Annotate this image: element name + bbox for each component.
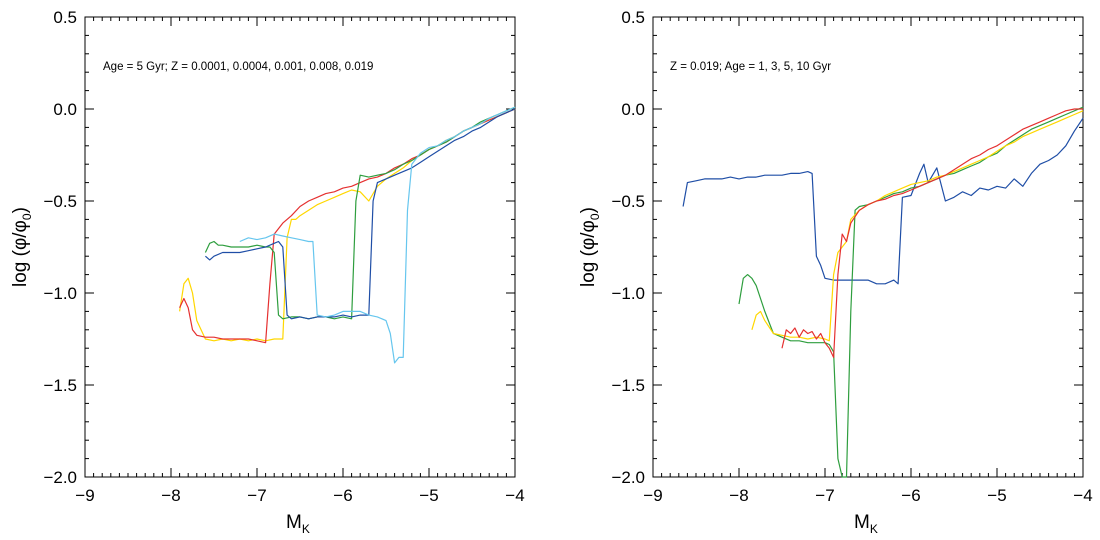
right-series-age-1-gyr-line bbox=[682, 117, 1084, 285]
left-series-layer bbox=[179, 106, 516, 364]
left-x-tick-label: −8 bbox=[161, 486, 180, 505]
left-annotation: Age = 5 Gyr; Z = 0.0001, 0.0004, 0.001, … bbox=[103, 61, 373, 73]
right-y-axis-title-main: log (φ/φ bbox=[578, 220, 599, 287]
left-y-axis-title: log (φ/φ0) bbox=[10, 207, 34, 287]
left-x-tick-label: −5 bbox=[419, 486, 438, 505]
right-series-layer bbox=[682, 106, 1084, 478]
right-y-tick-label: −0.5 bbox=[611, 192, 645, 211]
left-plot-frame bbox=[84, 16, 516, 478]
right-minor-ticks bbox=[652, 16, 1084, 478]
right-x-tick-label: −6 bbox=[901, 486, 920, 505]
right-y-axis-title-end: ) bbox=[578, 207, 599, 213]
left-series-z-0.0001-line bbox=[179, 108, 516, 342]
left-x-axis-title: MK bbox=[286, 512, 310, 536]
left-y-axis-title-sub: 0 bbox=[20, 213, 34, 220]
left-y-tick-label: 0.0 bbox=[53, 100, 77, 119]
right-x-axis-title: MK bbox=[854, 512, 878, 536]
left-x-tick-label: −9 bbox=[75, 486, 94, 505]
left-y-tick-label: 0.5 bbox=[53, 8, 77, 27]
left-series-z-0.001-line bbox=[204, 106, 516, 320]
left-y-tick-label: −1.0 bbox=[43, 284, 77, 303]
right-x-tick-label: −5 bbox=[987, 486, 1006, 505]
right-x-tick-labels: −9 −8 −7 −6 −5 −4 bbox=[643, 486, 1092, 505]
left-series-z-0.0004-line bbox=[179, 108, 516, 344]
left-panel: −9 −8 −7 −6 −5 −4 −2.0 −1.5 −1.0 −0.5 0.0 0.5 Age … bbox=[10, 8, 525, 536]
right-y-tick-label: 0.0 bbox=[621, 100, 645, 119]
right-x-tick-label: −8 bbox=[729, 486, 748, 505]
left-y-tick-labels: −2.0 −1.5 −1.0 −0.5 0.0 0.5 bbox=[43, 8, 77, 487]
right-y-axis-title: log (φ/φ0) bbox=[578, 207, 602, 287]
right-x-tick-label: −7 bbox=[815, 486, 834, 505]
left-x-tick-label: −4 bbox=[505, 486, 524, 505]
left-x-axis-title-main: M bbox=[286, 512, 302, 533]
right-y-tick-label: −2.0 bbox=[611, 468, 645, 487]
left-x-tick-label: −6 bbox=[333, 486, 352, 505]
left-y-axis-title-end: ) bbox=[10, 207, 31, 213]
right-series-age-3-gyr-line bbox=[738, 106, 1084, 478]
right-y-tick-label: 0.5 bbox=[621, 8, 645, 27]
right-y-tick-label: −1.5 bbox=[611, 376, 645, 395]
left-minor-ticks bbox=[84, 16, 516, 478]
right-annotation: Z = 0.019; Age = 1, 3, 5, 10 Gyr bbox=[670, 61, 831, 73]
right-series-age-5-gyr-line bbox=[751, 110, 1084, 342]
right-x-tick-label: −9 bbox=[643, 486, 662, 505]
left-series-z-0.019-line bbox=[239, 106, 516, 364]
left-y-tick-label: −2.0 bbox=[43, 468, 77, 487]
right-x-axis-title-main: M bbox=[854, 512, 870, 533]
right-y-tick-labels: −2.0 −1.5 −1.0 −0.5 0.0 0.5 bbox=[611, 8, 645, 487]
left-x-axis-title-sub: K bbox=[302, 522, 310, 536]
left-y-axis-title-main: log (φ/φ bbox=[10, 220, 31, 287]
left-x-tick-label: −7 bbox=[247, 486, 266, 505]
left-x-tick-labels: −9 −8 −7 −6 −5 −4 bbox=[75, 486, 524, 505]
left-series-z-0.008-line bbox=[205, 108, 516, 320]
right-panel: −9 −8 −7 −6 −5 −4 −2.0 −1.5 −1.0 −0.5 0.0 0.5 Z = … bbox=[578, 8, 1093, 536]
left-y-tick-label: −0.5 bbox=[43, 192, 77, 211]
right-y-tick-label: −1.0 bbox=[611, 284, 645, 303]
right-x-axis-title-sub: K bbox=[870, 522, 878, 536]
left-y-tick-label: −1.5 bbox=[43, 376, 77, 395]
right-series-age-10-gyr-line bbox=[781, 108, 1083, 358]
right-plot-frame bbox=[652, 16, 1084, 478]
right-y-axis-title-sub: 0 bbox=[588, 213, 602, 220]
right-x-tick-label: −4 bbox=[1073, 486, 1092, 505]
